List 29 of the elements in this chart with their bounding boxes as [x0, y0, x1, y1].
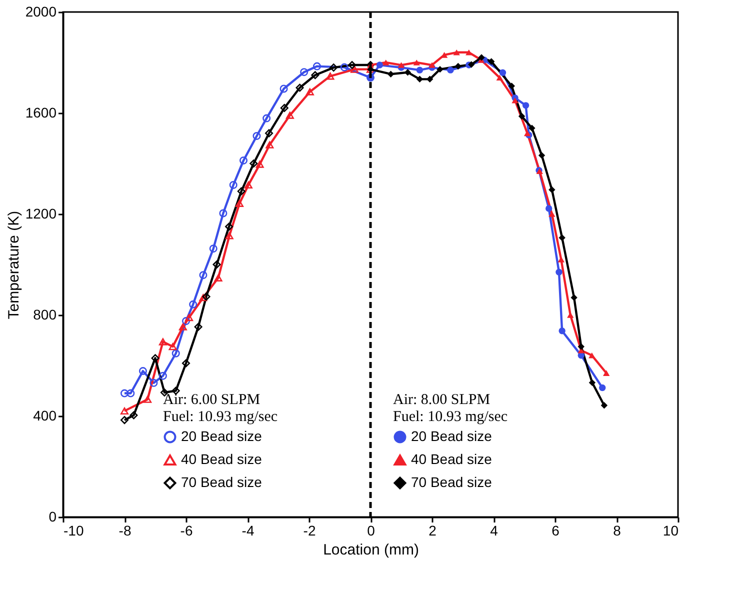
x-tick-label: -6: [180, 522, 193, 538]
y-tick-label: 2000: [25, 4, 57, 20]
y-tick-label: 400: [33, 408, 57, 424]
x-tick-label: -4: [242, 522, 254, 538]
legend-label: 70 Bead size: [181, 474, 262, 490]
x-tick-label: -2: [303, 522, 316, 538]
y-axis-title: Temperature (K): [5, 210, 22, 320]
x-tick-label: -8: [118, 522, 132, 538]
x-tick-label: 10: [662, 522, 679, 538]
legend-label: 40 Bead size: [411, 451, 492, 467]
y-tick-label: 1200: [25, 206, 57, 222]
x-tick-label: 8: [613, 522, 622, 538]
annotation: Fuel: 10.93 mg/sec: [393, 409, 508, 425]
legend-label: 20 Bead size: [411, 428, 492, 444]
legend-label: 40 Bead size: [181, 451, 262, 467]
x-tick-label: 0: [367, 522, 376, 538]
annotation: Air: 6.00 SLPM: [163, 392, 260, 408]
x-axis-title: Location (mm): [323, 542, 419, 558]
x-tick-label: 4: [490, 522, 498, 538]
y-tick-label: 800: [33, 306, 57, 322]
x-tick-label: 2: [428, 522, 437, 538]
legend-label: 20 Bead size: [181, 428, 262, 444]
legend-label: 70 Bead size: [411, 474, 492, 490]
annotation: Fuel: 10.93 mg/sec: [163, 409, 278, 425]
x-tick-label: 6: [552, 522, 560, 538]
annotation: Air: 8.00 SLPM: [393, 392, 490, 408]
y-tick-label: 0: [48, 508, 57, 524]
y-tick-label: 1600: [25, 104, 57, 120]
x-tick-label: -10: [64, 522, 84, 538]
